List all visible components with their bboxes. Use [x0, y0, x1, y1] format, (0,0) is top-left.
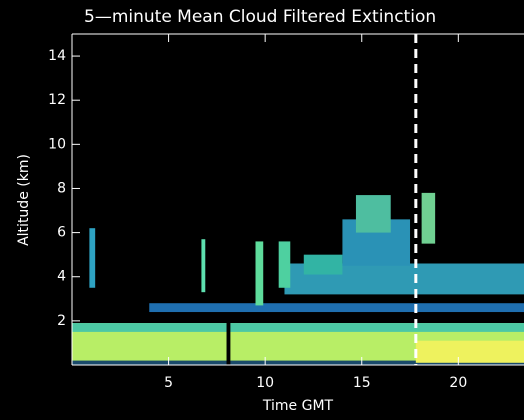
data-region — [89, 228, 96, 288]
x-tick-label: 20 — [449, 375, 467, 391]
data-region — [226, 316, 231, 365]
y-tick-label: 8 — [57, 180, 66, 196]
data-region — [303, 254, 343, 275]
y-tick-label: 4 — [57, 269, 66, 285]
data-region — [278, 241, 291, 288]
data-region — [201, 239, 206, 293]
y-axis-label: Altitude (km) — [16, 154, 32, 246]
data-region — [255, 241, 264, 306]
x-axis-label: Time GMT — [262, 398, 334, 414]
y-tick-label: 10 — [48, 136, 66, 152]
y-tick-label: 2 — [57, 313, 66, 329]
y-tick-label: 12 — [48, 92, 66, 108]
data-region — [415, 340, 524, 363]
data-region — [355, 195, 391, 233]
data-region — [421, 192, 436, 244]
chart-title: 5—minute Mean Cloud Filtered Extinction — [84, 7, 436, 27]
data-region — [149, 303, 524, 313]
data-region — [72, 360, 524, 365]
y-tick-label: 6 — [57, 225, 66, 241]
x-tick-label: 5 — [164, 375, 173, 391]
data-region — [72, 323, 524, 332]
x-tick-label: 10 — [256, 375, 274, 391]
y-tick-label: 14 — [48, 48, 66, 64]
x-tick-label: 15 — [353, 375, 371, 391]
